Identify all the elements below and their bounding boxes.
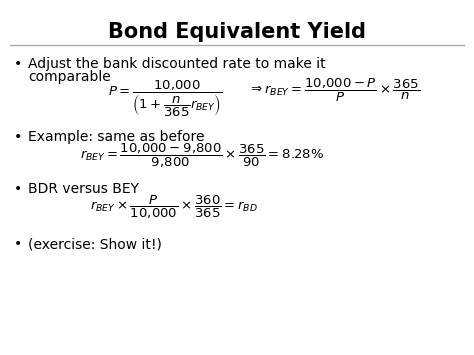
Text: •: • [14, 57, 22, 71]
Text: comparable: comparable [28, 70, 111, 84]
Text: Example: same as before: Example: same as before [28, 130, 204, 144]
Text: (exercise: Show it!): (exercise: Show it!) [28, 237, 162, 251]
Text: •: • [14, 130, 22, 144]
Text: •: • [14, 237, 22, 251]
Text: $r_{BEY} = \dfrac{10{,}000 - 9{,}800}{9{,}800} \times \dfrac{365}{90} = 8.28\%$: $r_{BEY} = \dfrac{10{,}000 - 9{,}800}{9{… [80, 142, 324, 170]
Text: Bond Equivalent Yield: Bond Equivalent Yield [108, 22, 366, 42]
Text: $r_{BEY} \times \dfrac{P}{10{,}000} \times \dfrac{360}{365} = r_{BD}$: $r_{BEY} \times \dfrac{P}{10{,}000} \tim… [90, 194, 258, 221]
Text: $\Rightarrow r_{BEY} = \dfrac{10{,}000 - P}{P} \times \dfrac{365}{n}$: $\Rightarrow r_{BEY} = \dfrac{10{,}000 -… [248, 77, 420, 104]
Text: Adjust the bank discounted rate to make it: Adjust the bank discounted rate to make … [28, 57, 326, 71]
Text: •: • [14, 182, 22, 196]
Text: $P = \dfrac{10{,}000}{\left(1+\dfrac{n}{365}r_{BEY}\right)}$: $P = \dfrac{10{,}000}{\left(1+\dfrac{n}{… [108, 79, 222, 119]
Text: BDR versus BEY: BDR versus BEY [28, 182, 139, 196]
